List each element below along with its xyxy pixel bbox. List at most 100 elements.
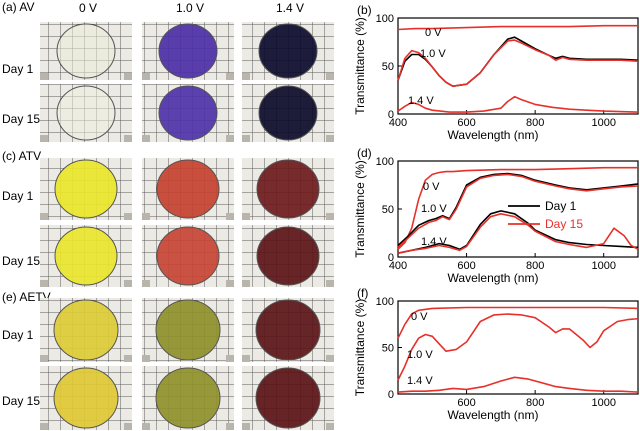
series-line — [397, 313, 639, 381]
clip — [226, 355, 234, 362]
sample-photo — [40, 366, 132, 430]
column-header-14v: 1.4 V — [276, 1, 304, 15]
y-tick-label: 50 — [382, 343, 394, 355]
film-disc — [155, 367, 221, 429]
clip — [40, 280, 48, 287]
clip — [142, 213, 150, 220]
sample-photo — [242, 366, 334, 430]
clip — [124, 423, 132, 430]
series-line — [397, 306, 639, 339]
clip — [124, 73, 132, 80]
clip — [124, 213, 132, 220]
panel-label-c: (c) ATV — [2, 149, 41, 163]
x-tick-label: 400 — [389, 260, 407, 272]
x-tick-label: 600 — [457, 260, 475, 272]
clip — [242, 73, 250, 80]
clip — [326, 73, 334, 80]
sample-photo — [142, 366, 234, 430]
sample-photo — [242, 84, 334, 142]
clip — [142, 280, 150, 287]
clip — [226, 135, 234, 142]
column-header-1v: 1.0 V — [176, 1, 204, 15]
film-disc — [258, 23, 318, 79]
sample-photo — [142, 298, 234, 362]
x-axis-label: Wavelength (nm) — [448, 408, 539, 422]
y-axis-label: Transmittance (%) — [353, 299, 367, 397]
x-tick-label: 400 — [389, 117, 407, 129]
row-label: Day 1 — [2, 189, 34, 203]
column-header-0v: 0 V — [79, 1, 97, 15]
sample-photo — [40, 298, 132, 362]
clip — [40, 135, 48, 142]
film-disc — [255, 299, 321, 361]
sample-photo — [242, 158, 334, 220]
row-label: Day 15 — [2, 254, 40, 268]
clip — [142, 423, 150, 430]
x-tick-label: 600 — [457, 117, 475, 129]
film-disc — [156, 226, 220, 286]
film-disc — [158, 23, 218, 79]
legend-label-day1: Day 1 — [545, 199, 577, 213]
x-tick-label: 1000 — [591, 397, 615, 409]
sample-photo — [242, 225, 334, 287]
series-line — [397, 166, 638, 250]
sample-photo — [142, 22, 234, 80]
series-line — [397, 36, 639, 87]
sample-photo — [142, 84, 234, 142]
row-label: Day 15 — [2, 112, 40, 126]
clip — [40, 355, 48, 362]
y-tick-label: 0 — [388, 109, 394, 121]
clip — [40, 423, 48, 430]
row-label: Day 15 — [2, 394, 40, 408]
clip — [326, 135, 334, 142]
y-tick-label: 0 — [388, 389, 394, 401]
clip — [326, 423, 334, 430]
y-axis-label: Transmittance (%) — [353, 160, 367, 258]
clip — [242, 213, 250, 220]
row-label: Day 1 — [2, 62, 34, 76]
film-disc — [255, 367, 321, 429]
clip — [226, 73, 234, 80]
curve-label: 1.0 V — [420, 48, 446, 60]
film-disc — [256, 226, 320, 286]
clip — [326, 355, 334, 362]
clip — [142, 135, 150, 142]
clip — [40, 73, 48, 80]
legend: Day 1 Day 15 — [508, 199, 583, 231]
clip — [326, 213, 334, 220]
clip — [124, 135, 132, 142]
series-line — [397, 173, 639, 248]
series-line — [397, 172, 639, 247]
spectrum-chart-b: (b) 0 50 100 400 600 800 1000 Wavelength (nm) Tra… — [353, 3, 639, 142]
clip — [226, 213, 234, 220]
x-axis-label: Wavelength (nm) — [448, 128, 539, 142]
panel-label: (b) — [357, 3, 372, 17]
curve-label: 1.0 V — [421, 203, 447, 215]
clip — [242, 355, 250, 362]
clip — [124, 280, 132, 287]
clip — [226, 280, 234, 287]
film-disc — [155, 299, 221, 361]
clip — [326, 280, 334, 287]
photo-panels: (a) AV (c) ATV (e) AETV 0 V 1.0 V 1.4 V … — [2, 0, 334, 430]
sample-photo — [142, 225, 234, 287]
spectrum-chart-d: (d) 0 50 100 400 600 800 1000 Wavelength (nm) Tra… — [353, 146, 639, 285]
x-tick-label: 1000 — [591, 117, 615, 129]
y-tick-label: 50 — [382, 61, 394, 73]
clip — [226, 423, 234, 430]
clip — [242, 423, 250, 430]
film-disc — [54, 159, 118, 219]
sample-photo — [40, 158, 132, 220]
x-axis-label: Wavelength (nm) — [448, 271, 539, 285]
series-line — [397, 95, 639, 113]
sample-photo — [40, 84, 132, 142]
sample-photo — [40, 22, 132, 80]
panel-label: (f) — [357, 286, 368, 300]
film-disc — [158, 85, 218, 141]
curve-label: 1.4 V — [421, 236, 447, 248]
film-disc — [54, 226, 118, 286]
film-disc — [256, 159, 320, 219]
y-tick-label: 100 — [376, 13, 394, 25]
